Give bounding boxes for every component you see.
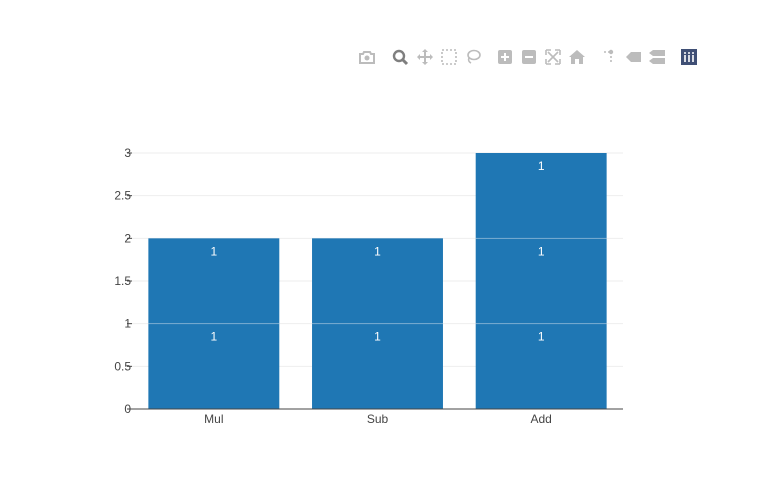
bar-segment bbox=[475, 153, 607, 239]
camera-icon bbox=[359, 51, 375, 64]
box-select-button[interactable] bbox=[438, 46, 460, 68]
x-tick-label: Add bbox=[530, 412, 551, 426]
bar-value-label: 1 bbox=[538, 159, 545, 173]
x-tick-label: Mul bbox=[204, 412, 223, 426]
hover-closest-button[interactable] bbox=[622, 46, 644, 68]
lasso-select-button[interactable] bbox=[462, 46, 484, 68]
camera-button[interactable] bbox=[356, 46, 378, 68]
lasso-select-icon bbox=[467, 49, 481, 64]
x-tick-label: Sub bbox=[367, 412, 389, 426]
bar-segment bbox=[475, 323, 607, 409]
x-axis-ticks: Mul Sub Add bbox=[204, 412, 552, 426]
hover-compare-button[interactable] bbox=[646, 46, 668, 68]
bar-value-label: 1 bbox=[538, 244, 545, 258]
box-select-icon bbox=[441, 49, 457, 65]
bar-segment bbox=[475, 238, 607, 324]
y-tick-label: 0 bbox=[124, 402, 131, 416]
bar-segment bbox=[312, 323, 443, 409]
autoscale-icon bbox=[545, 49, 561, 65]
bar-segment bbox=[148, 323, 280, 409]
reset-axes-icon bbox=[569, 50, 585, 64]
bar-segment bbox=[148, 238, 280, 324]
plotly-logo-button[interactable] bbox=[678, 46, 700, 68]
autoscale-button[interactable] bbox=[542, 46, 564, 68]
pan-icon bbox=[417, 49, 433, 65]
bar-value-label: 1 bbox=[210, 330, 217, 344]
hover-compare-icon bbox=[649, 50, 665, 64]
zoom-out-icon bbox=[522, 50, 536, 64]
y-tick-label: 2.5 bbox=[114, 189, 131, 203]
plotly-logo-icon bbox=[681, 49, 697, 65]
y-axis-ticks: 0 0.5 1 1.5 2 2.5 3 bbox=[114, 146, 132, 416]
bar-value-label: 1 bbox=[538, 330, 545, 344]
bar-segment bbox=[312, 238, 443, 324]
bar-value-label: 1 bbox=[210, 244, 217, 258]
zoom-out-button[interactable] bbox=[518, 46, 540, 68]
y-tick-label: 3 bbox=[124, 146, 131, 160]
zoom-button[interactable] bbox=[389, 46, 411, 68]
zoom-icon bbox=[392, 49, 409, 66]
spike-lines-button[interactable] bbox=[598, 46, 620, 68]
zoom-in-icon bbox=[498, 50, 512, 64]
bar-value-label: 1 bbox=[374, 244, 381, 258]
y-tick-label: 2 bbox=[124, 231, 131, 245]
spike-lines-icon bbox=[604, 49, 614, 64]
y-tick-label: 1 bbox=[124, 317, 131, 331]
bar-value-label: 1 bbox=[374, 330, 381, 344]
zoom-in-button[interactable] bbox=[494, 46, 516, 68]
y-tick-label: 0.5 bbox=[114, 359, 131, 373]
pan-button[interactable] bbox=[414, 46, 436, 68]
reset-axes-button[interactable] bbox=[566, 46, 588, 68]
bars: 1 1 1 1 1 1 1 bbox=[148, 153, 607, 409]
y-tick-label: 1.5 bbox=[114, 274, 131, 288]
hover-closest-icon bbox=[626, 52, 641, 62]
